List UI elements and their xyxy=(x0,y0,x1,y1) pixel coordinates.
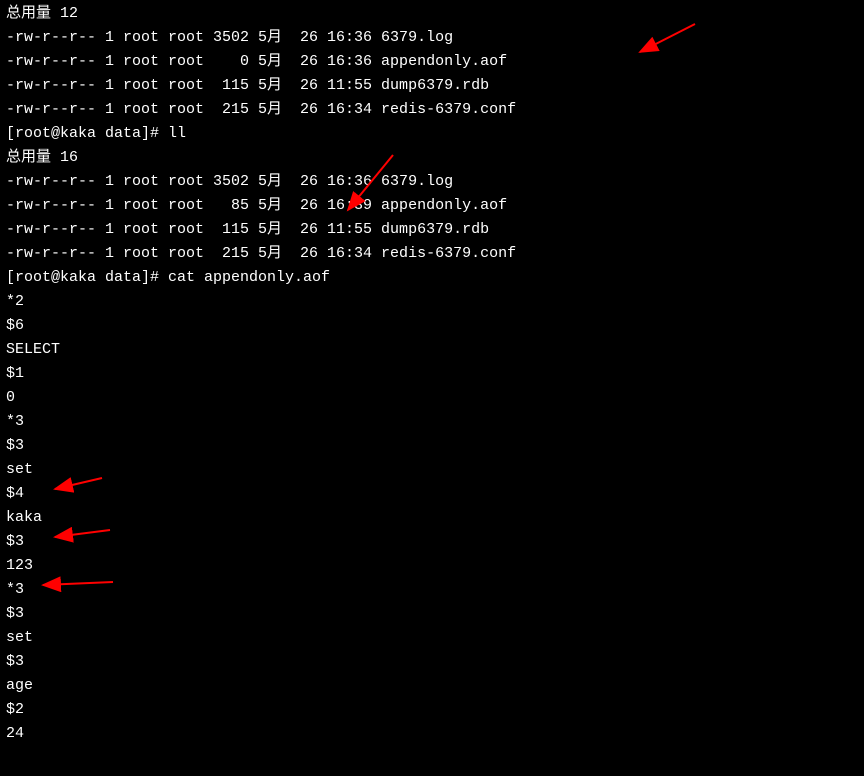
terminal-line: age xyxy=(6,674,858,698)
terminal-line: $3 xyxy=(6,602,858,626)
terminal-output: 总用量 12-rw-r--r-- 1 root root 3502 5月 26 … xyxy=(6,2,858,746)
terminal-line: [root@kaka data]# cat appendonly.aof xyxy=(6,266,858,290)
terminal-line: -rw-r--r-- 1 root root 3502 5月 26 16:36 … xyxy=(6,170,858,194)
terminal-line: -rw-r--r-- 1 root root 115 5月 26 11:55 d… xyxy=(6,218,858,242)
terminal-line: 24 xyxy=(6,722,858,746)
terminal-line: $3 xyxy=(6,434,858,458)
terminal-line: $3 xyxy=(6,650,858,674)
terminal-line: -rw-r--r-- 1 root root 85 5月 26 16:39 ap… xyxy=(6,194,858,218)
terminal-line: 0 xyxy=(6,386,858,410)
terminal-line: $6 xyxy=(6,314,858,338)
terminal-line: -rw-r--r-- 1 root root 215 5月 26 16:34 r… xyxy=(6,98,858,122)
terminal-line: kaka xyxy=(6,506,858,530)
terminal-line: *3 xyxy=(6,410,858,434)
terminal-line: 总用量 16 xyxy=(6,146,858,170)
terminal-line: *3 xyxy=(6,578,858,602)
terminal-line: -rw-r--r-- 1 root root 215 5月 26 16:34 r… xyxy=(6,242,858,266)
terminal-line: $2 xyxy=(6,698,858,722)
terminal-line: 总用量 12 xyxy=(6,2,858,26)
terminal-line: 123 xyxy=(6,554,858,578)
terminal-line: SELECT xyxy=(6,338,858,362)
terminal-line: set xyxy=(6,458,858,482)
terminal-line: *2 xyxy=(6,290,858,314)
terminal-line: [root@kaka data]# ll xyxy=(6,122,858,146)
terminal-line: set xyxy=(6,626,858,650)
terminal-line: -rw-r--r-- 1 root root 115 5月 26 11:55 d… xyxy=(6,74,858,98)
terminal-line: -rw-r--r-- 1 root root 3502 5月 26 16:36 … xyxy=(6,26,858,50)
terminal-line: $3 xyxy=(6,530,858,554)
terminal-line: $4 xyxy=(6,482,858,506)
terminal-line: -rw-r--r-- 1 root root 0 5月 26 16:36 app… xyxy=(6,50,858,74)
terminal-line: $1 xyxy=(6,362,858,386)
